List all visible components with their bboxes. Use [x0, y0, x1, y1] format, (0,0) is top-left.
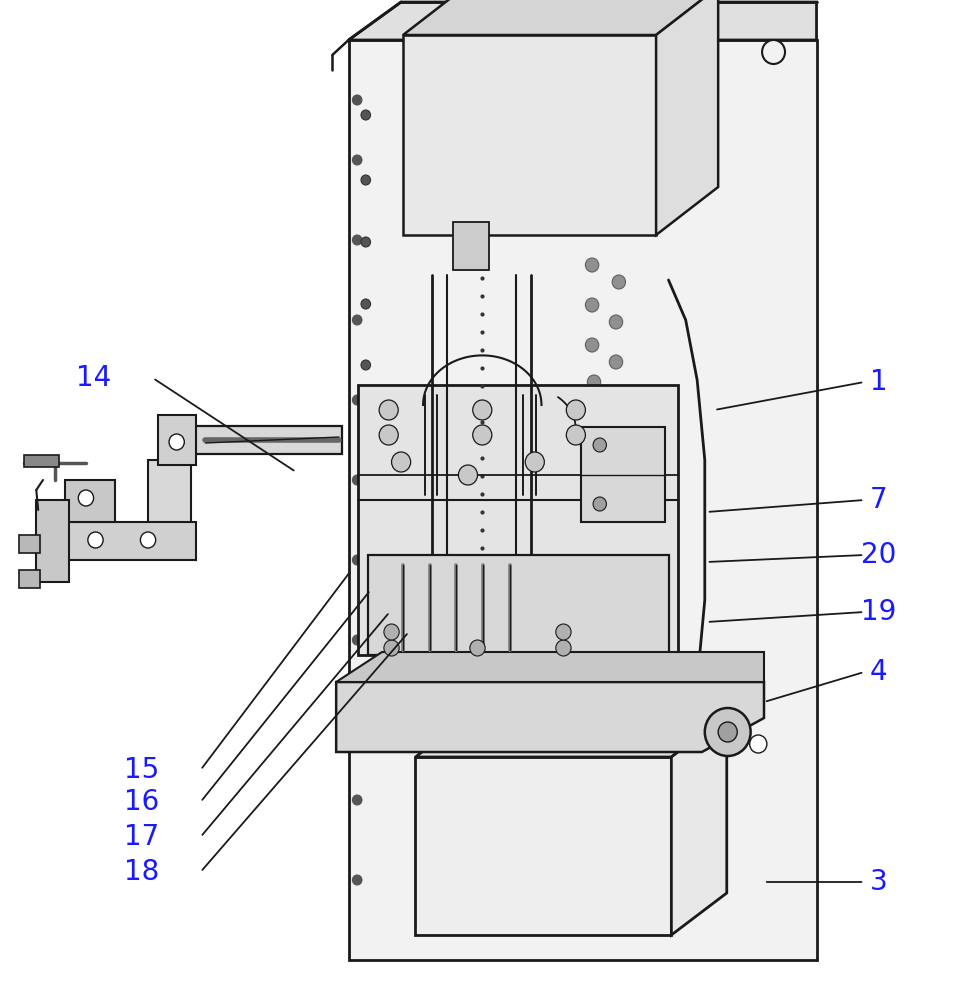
Polygon shape [581, 427, 665, 522]
Circle shape [585, 258, 599, 272]
Circle shape [392, 452, 411, 472]
Polygon shape [24, 455, 59, 467]
Text: 1: 1 [870, 368, 887, 396]
Circle shape [609, 393, 623, 407]
Circle shape [88, 532, 103, 548]
Polygon shape [186, 426, 342, 454]
Circle shape [473, 425, 492, 445]
Circle shape [587, 375, 601, 389]
Polygon shape [336, 652, 764, 682]
Circle shape [169, 434, 184, 450]
Circle shape [78, 490, 94, 506]
Circle shape [525, 452, 544, 472]
Circle shape [585, 438, 599, 452]
Text: 17: 17 [124, 823, 159, 851]
Polygon shape [158, 415, 196, 465]
Circle shape [352, 795, 362, 805]
Polygon shape [65, 522, 196, 560]
Circle shape [587, 463, 601, 477]
Circle shape [556, 640, 571, 656]
Circle shape [473, 400, 492, 420]
Text: 20: 20 [860, 541, 897, 569]
Text: 16: 16 [124, 788, 159, 816]
Circle shape [609, 483, 623, 497]
Circle shape [470, 640, 485, 656]
Circle shape [352, 395, 362, 405]
Polygon shape [671, 715, 727, 935]
Circle shape [379, 400, 398, 420]
Circle shape [593, 438, 606, 452]
Polygon shape [19, 535, 40, 553]
Circle shape [352, 555, 362, 565]
Text: 3: 3 [870, 868, 887, 896]
Polygon shape [349, 2, 817, 40]
Circle shape [705, 708, 751, 756]
Polygon shape [415, 757, 671, 935]
Circle shape [361, 360, 371, 370]
Circle shape [352, 235, 362, 245]
Text: 15: 15 [124, 756, 159, 784]
Circle shape [566, 400, 585, 420]
Polygon shape [349, 40, 817, 960]
Polygon shape [453, 222, 489, 270]
Text: 18: 18 [124, 858, 159, 886]
Circle shape [361, 237, 371, 247]
Circle shape [352, 95, 362, 105]
Polygon shape [415, 715, 727, 757]
Circle shape [585, 338, 599, 352]
Circle shape [762, 40, 785, 64]
Circle shape [361, 175, 371, 185]
Text: 14: 14 [76, 364, 111, 392]
Circle shape [609, 355, 623, 369]
Circle shape [352, 155, 362, 165]
Text: 19: 19 [860, 598, 897, 626]
Circle shape [609, 315, 623, 329]
Polygon shape [36, 500, 69, 582]
Circle shape [612, 275, 626, 289]
Polygon shape [358, 385, 678, 655]
Polygon shape [656, 0, 718, 235]
Circle shape [566, 425, 585, 445]
Circle shape [361, 299, 371, 309]
Circle shape [379, 425, 398, 445]
Circle shape [587, 418, 601, 432]
Polygon shape [403, 0, 718, 35]
Polygon shape [148, 460, 191, 532]
Polygon shape [336, 682, 764, 752]
Circle shape [384, 640, 399, 656]
Polygon shape [368, 555, 668, 655]
Circle shape [750, 735, 767, 753]
Polygon shape [19, 570, 40, 588]
Circle shape [361, 110, 371, 120]
Circle shape [140, 532, 156, 548]
Circle shape [718, 722, 737, 742]
Polygon shape [403, 35, 656, 235]
Polygon shape [65, 480, 115, 522]
Circle shape [556, 624, 571, 640]
Circle shape [593, 497, 606, 511]
Circle shape [352, 315, 362, 325]
Circle shape [352, 635, 362, 645]
Text: 7: 7 [870, 486, 887, 514]
Circle shape [352, 875, 362, 885]
Circle shape [384, 624, 399, 640]
Circle shape [352, 475, 362, 485]
Circle shape [458, 465, 478, 485]
Circle shape [585, 298, 599, 312]
Text: 4: 4 [870, 658, 887, 686]
